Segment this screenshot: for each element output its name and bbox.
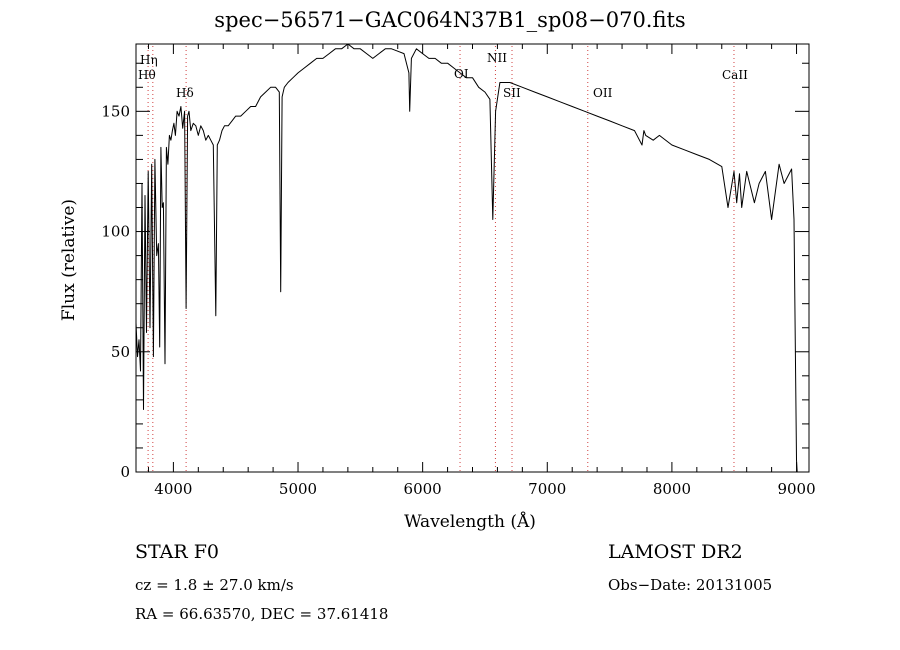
x-tick-label: 7000 — [528, 480, 566, 498]
chart-title: spec−56571−GAC064N37B1_sp08−070.fits — [214, 8, 686, 32]
y-axis-label: Flux (relative) — [59, 198, 79, 322]
line-label-2: Hδ — [176, 86, 194, 100]
survey-label: LAMOST DR2 — [608, 541, 743, 563]
x-tick-label: 4000 — [154, 480, 192, 498]
plot-frame — [135, 43, 810, 473]
emission-line-markers — [147, 46, 735, 472]
x-tick-label: 5000 — [279, 480, 317, 498]
line-label-7: CaII — [722, 68, 748, 82]
x-axis-label: Wavelength (Å) — [404, 512, 536, 532]
spectrum-line-0 — [135, 43, 798, 473]
redshift-label: cz = 1.8 ± 27.0 km/s — [135, 576, 294, 594]
y-tick-label: 0 — [120, 463, 130, 481]
object-class-label: STAR F0 — [135, 541, 219, 563]
line-label-0: Hη — [140, 53, 158, 67]
line-label-1: Hθ — [138, 68, 156, 82]
line-label-6: OII — [593, 86, 613, 100]
y-tick-label: 100 — [101, 223, 130, 241]
spectrum-series — [135, 43, 798, 473]
obs-date-label: Obs−Date: 20131005 — [608, 576, 773, 594]
y-tick-label: 50 — [111, 343, 130, 361]
x-tick-label: 8000 — [653, 480, 691, 498]
axis-ticks: 4000 5000 6000 7000 8000 9000 0 50 100 150 — [101, 44, 816, 498]
line-label-4: NII — [487, 51, 507, 65]
x-tick-label: 6000 — [404, 480, 442, 498]
y-tick-label: 150 — [101, 102, 130, 120]
line-label-3: OI — [454, 67, 469, 81]
line-label-5: SII — [503, 86, 521, 100]
coordinates-label: RA = 66.63570, DEC = 37.61418 — [135, 605, 389, 623]
x-tick-label: 9000 — [777, 480, 815, 498]
